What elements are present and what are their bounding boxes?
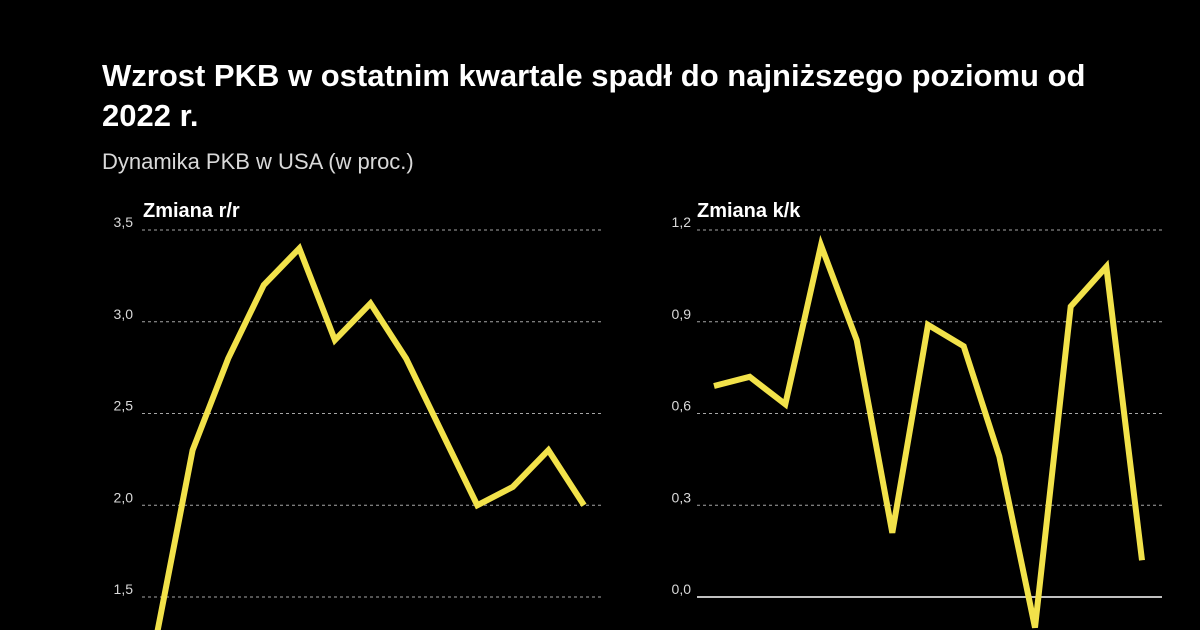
- y-tick-label: 0,3: [672, 489, 692, 505]
- y-tick-label: 3,0: [114, 306, 134, 322]
- chart-subtitle: Dynamika PKB w USA (w proc.): [102, 149, 414, 174]
- y-tick-label: 0,6: [672, 398, 692, 414]
- y-tick-label: 1,5: [114, 581, 134, 597]
- series-line-1: [154, 242, 587, 630]
- y-tick-label: 2,5: [114, 398, 134, 414]
- series-line-2: [713, 234, 1145, 629]
- y-tick-label: 2,0: [114, 489, 134, 505]
- y-tick-label: 1,2: [672, 214, 692, 230]
- y-tick-label: 0,9: [672, 306, 692, 322]
- chart-title: Wzrost PKB w ostatnim kwartale spadł do …: [102, 58, 1086, 133]
- panel-title-1: Zmiana r/r: [143, 200, 240, 222]
- y-tick-label: 0,0: [672, 581, 692, 597]
- y-tick-label: 3,5: [114, 214, 134, 230]
- panel-title-2: Zmiana k/k: [697, 200, 801, 222]
